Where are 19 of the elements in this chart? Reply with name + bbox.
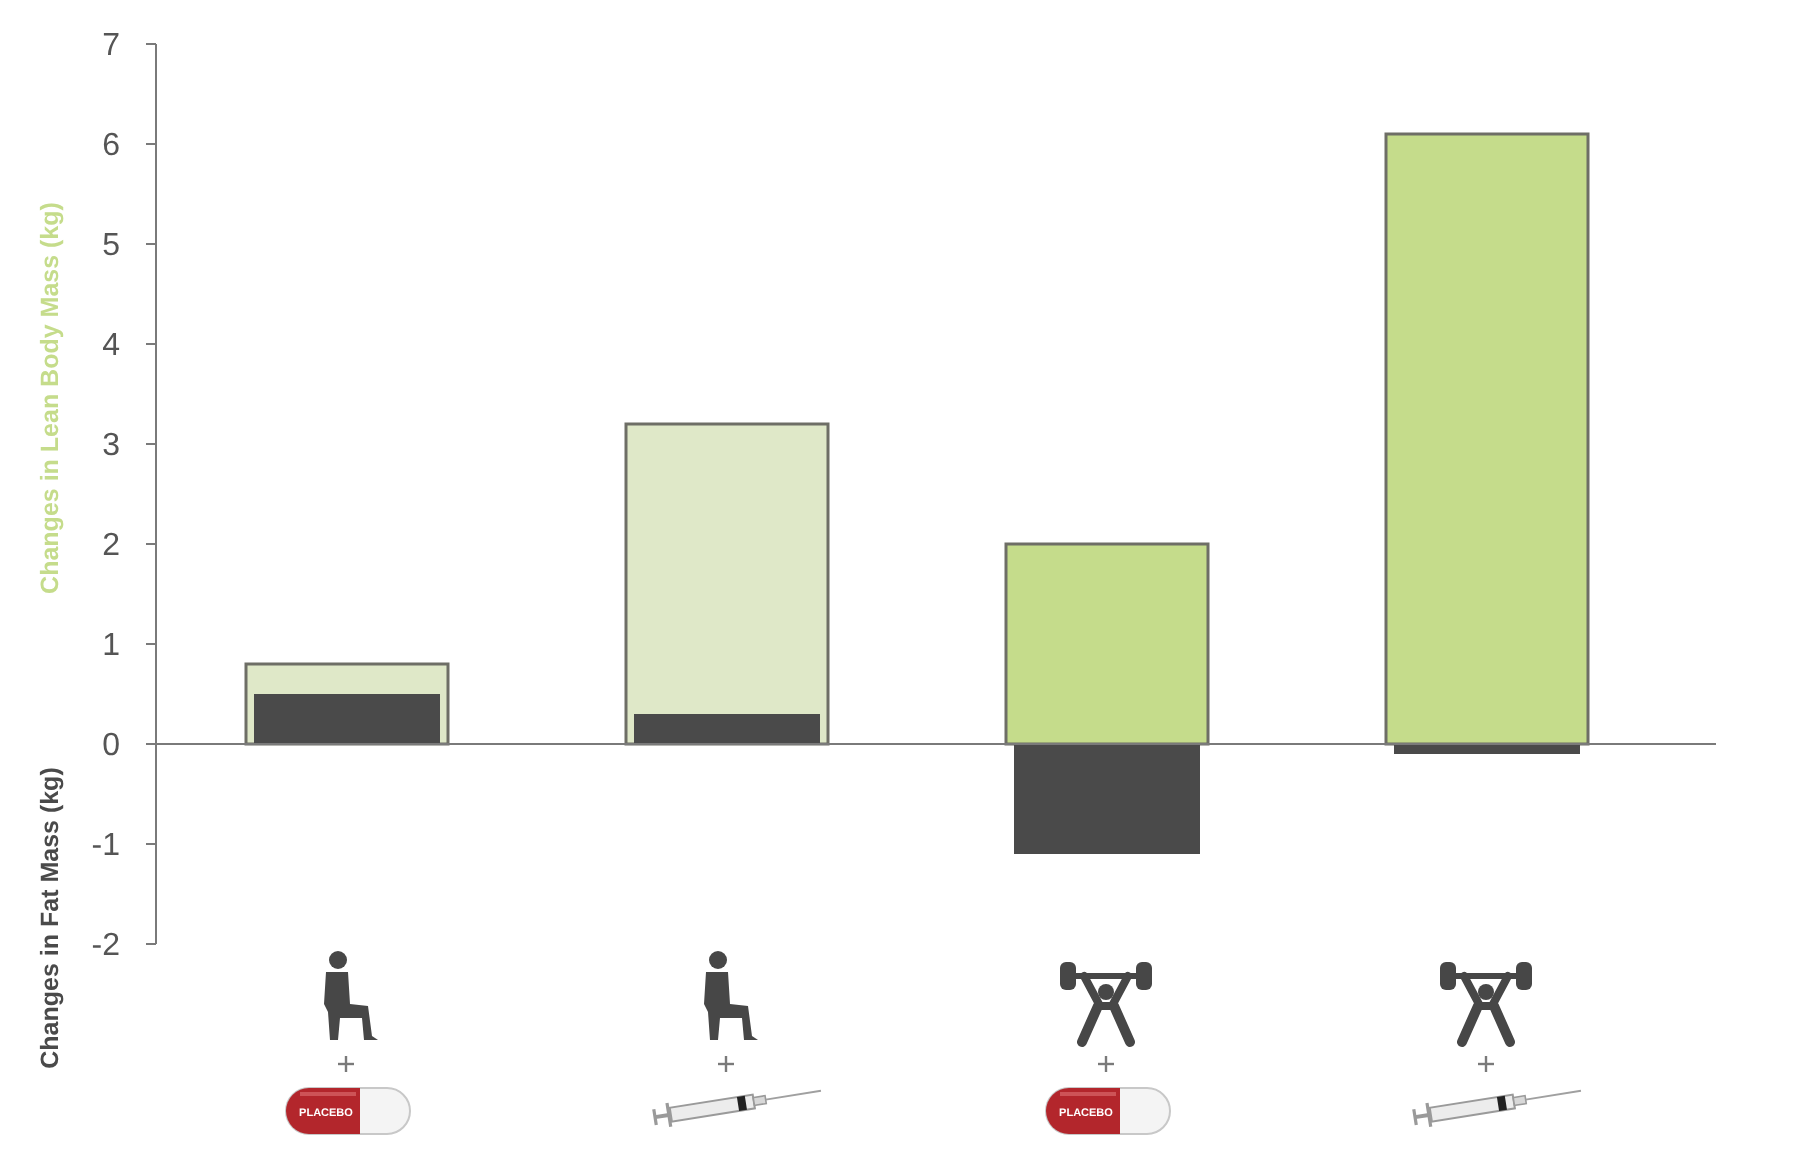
text: Changes in Fat Mass (kg): [36, 767, 64, 1069]
bar: [634, 714, 820, 744]
y-tick-label: 3: [102, 429, 121, 464]
y-tick-label: 5: [102, 229, 121, 264]
y-tick-label: 4: [102, 329, 121, 364]
bar: [1394, 744, 1580, 754]
bar: [1014, 744, 1200, 854]
y-tick-label: -2: [91, 929, 121, 964]
y-tick-label: -1: [91, 829, 121, 864]
y-tick-label: 0: [102, 729, 121, 764]
bar: [254, 694, 440, 744]
y-tick-label: 7: [102, 29, 121, 64]
bar: [1004, 542, 1210, 746]
y-tick-label: 2: [102, 529, 121, 564]
y-tick-label: 1: [102, 629, 121, 664]
bar: [1384, 132, 1590, 746]
y-tick-label: 6: [102, 129, 121, 164]
text: Changes in Lean Body Mass (kg): [36, 202, 64, 594]
bar: [624, 422, 830, 746]
